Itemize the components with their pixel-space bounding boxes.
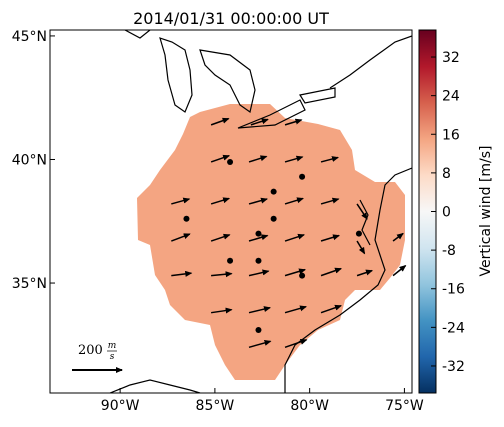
wind-vector	[320, 197, 340, 205]
station	[255, 326, 262, 333]
wind-vector	[392, 232, 404, 242]
wind-vector	[248, 269, 270, 277]
station	[355, 230, 362, 237]
wind-vector	[320, 304, 342, 314]
wind-vector	[320, 267, 342, 277]
wind-vector	[171, 197, 191, 205]
y-tick-label: 35°N	[12, 276, 47, 292]
station	[255, 257, 262, 264]
colorbar-tick-label: 8	[442, 166, 451, 182]
colorbar-label: Vertical wind [m/s]	[478, 146, 494, 277]
colorbar-tick-label: 0	[442, 205, 451, 221]
reference-unit-den: s	[110, 352, 115, 362]
wind-vector	[248, 197, 268, 205]
station	[270, 188, 277, 195]
station	[227, 257, 234, 264]
reference-label: 200 m s	[78, 341, 117, 362]
wind-vector	[210, 197, 231, 205]
reference-value: 200	[78, 343, 103, 358]
y-tick-label: 40°N	[12, 152, 47, 168]
x-tick-label: 90°W	[101, 398, 140, 414]
wind-vector	[356, 269, 373, 277]
colorbar-tick-label: 32	[442, 50, 460, 66]
station	[183, 215, 190, 222]
colorbar-tick-label: 24	[442, 89, 460, 105]
colorbar-tick-label: -32	[442, 359, 465, 375]
wind-vector	[171, 233, 191, 242]
y-tick-label: 45°N	[12, 29, 47, 45]
x-tick-label: 75°W	[385, 398, 424, 414]
colorbar-tick-label: -16	[442, 282, 465, 298]
wind-vector	[284, 197, 304, 205]
wind-vector	[284, 118, 303, 126]
reference-unit-num: m	[108, 341, 117, 351]
station	[227, 158, 234, 165]
wind-vector	[392, 264, 407, 277]
station	[255, 230, 262, 237]
wind-vector	[284, 268, 306, 277]
colorbar-tick-label: -8	[442, 243, 456, 259]
wind-vector	[284, 338, 308, 348]
station	[299, 173, 306, 180]
map-frame	[49, 29, 413, 394]
station	[270, 215, 277, 222]
colorbar-tick-label: 16	[442, 127, 460, 143]
wind-vector	[356, 203, 368, 220]
wind-vector	[210, 233, 231, 242]
wind-vector	[210, 154, 231, 163]
wind-vector	[320, 156, 339, 163]
wind-vector	[210, 307, 233, 314]
wind-region	[137, 104, 405, 380]
wind-vector	[250, 118, 269, 126]
x-tick-label: 85°W	[196, 398, 235, 414]
wind-vector	[211, 271, 233, 278]
wind-vector	[210, 117, 230, 126]
wind-vector	[171, 270, 193, 277]
title: 2014/01/31 00:00:00 UT	[133, 9, 329, 28]
station	[299, 272, 306, 279]
x-tick-label: 80°W	[290, 398, 329, 414]
wind-vector	[284, 305, 307, 314]
wind-vector	[248, 306, 271, 314]
wind-vector	[320, 234, 340, 242]
wind-vector	[248, 155, 268, 163]
wind-vector	[284, 155, 304, 163]
wind-vector	[356, 240, 366, 255]
colorbar-tick-label: -24	[442, 320, 465, 336]
wind-vector	[248, 234, 269, 242]
wind-vector	[248, 340, 272, 349]
wind-vector	[284, 233, 305, 242]
